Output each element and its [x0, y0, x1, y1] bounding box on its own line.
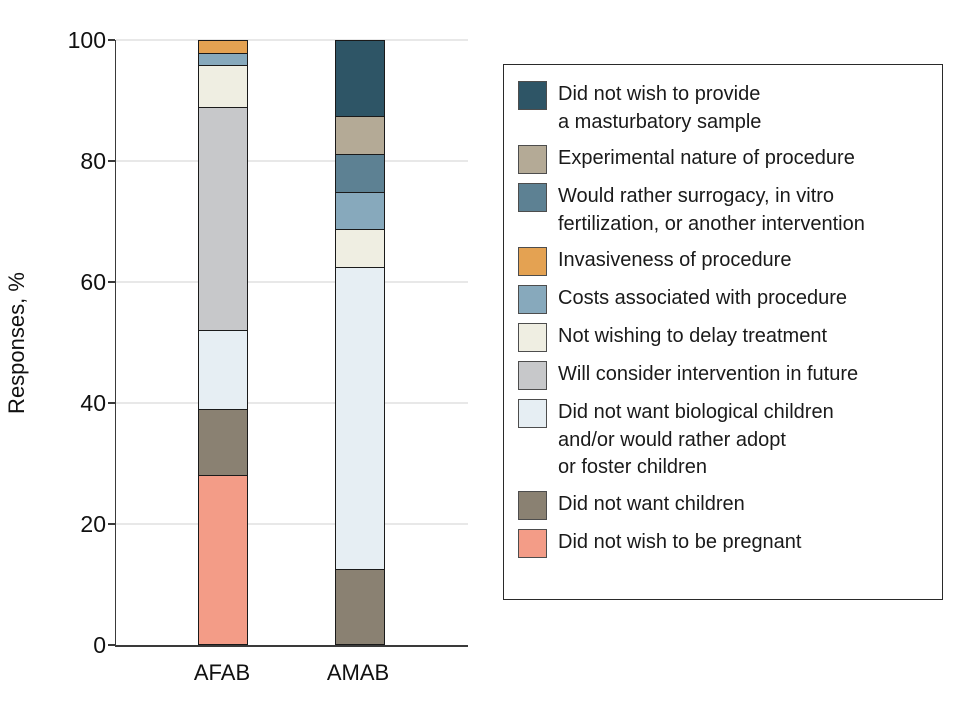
legend-swatch-8: [518, 490, 547, 520]
y-tick-label-40: 40: [80, 390, 106, 416]
legend-item-9: Did not wish to be pregnant: [518, 528, 942, 558]
bar-afab: [198, 40, 248, 645]
bar-segment-amab-4: [336, 191, 384, 230]
legend-swatch-1: [518, 145, 547, 174]
bar-segment-afab-5: [199, 65, 247, 108]
gridline-20: [116, 523, 468, 525]
bar-segment-afab-7: [199, 330, 247, 409]
legend-label-9: Did not wish to be pregnant: [558, 530, 802, 553]
bar-segment-amab-7: [336, 267, 384, 569]
x-axis-label-afab: AFAB: [193, 660, 251, 685]
legend-label-1: Experimental nature of procedure: [558, 147, 855, 169]
y-tick-0: [107, 644, 115, 646]
bar-segment-afab-6: [199, 107, 247, 331]
plot-area: [107, 39, 468, 647]
y-tick-label-20: 20: [80, 511, 106, 537]
legend-label-4: Costs associated with procedure: [558, 287, 848, 309]
legend-item-7: Did not want biological children and/or w…: [518, 399, 942, 482]
legend-swatch-3: [518, 247, 547, 276]
legend-item-4: Costs associated with procedure: [518, 285, 942, 314]
legend-label-2: Would rather surrogacy, in vitro fertiliz…: [558, 185, 865, 235]
bar-segment-amab-1: [336, 116, 384, 155]
x-axis-label-amab: AMAB: [326, 660, 390, 685]
legend-swatch-0: [518, 81, 547, 110]
y-tick-label-60: 60: [80, 269, 106, 295]
legend-item-6: Will consider intervention in future: [518, 361, 942, 390]
legend-swatch-9: [518, 528, 547, 558]
legend-label-3: Invasiveness of procedure: [558, 249, 792, 271]
bar-segment-amab-8: [336, 568, 384, 644]
legend-item-0: Did not wish to provide a masturbatory sa…: [518, 81, 942, 136]
legend-item-3: Invasiveness of procedure: [518, 247, 942, 276]
legend-label-5: Not wishing to delay treatment: [558, 325, 828, 347]
legend-swatch-6: [518, 361, 547, 390]
legend-item-8: Did not want children: [518, 490, 942, 520]
bar-segment-afab-8: [199, 408, 247, 476]
legend-label-7: Did not want biological children and/or w…: [558, 401, 834, 478]
legend-item-5: Not wishing to delay treatment: [518, 323, 942, 352]
y-tick-label-100: 100: [67, 27, 106, 53]
y-axis-tick-labels: 0 20 40 60 80 100: [0, 27, 106, 658]
y-tick-40: [107, 402, 115, 404]
gridline-40: [116, 402, 468, 404]
y-tick-100: [107, 39, 115, 41]
legend: Did not wish to provide a masturbatory sa…: [503, 64, 943, 600]
bar-segment-afab-9: [199, 475, 247, 644]
bar-segment-amab-0: [336, 41, 384, 117]
y-tick-60: [107, 281, 115, 283]
bar-segment-afab-3: [199, 41, 247, 54]
gridline-60: [116, 281, 468, 283]
legend-item-1: Experimental nature of procedure: [518, 145, 942, 174]
y-tick-label-0: 0: [93, 632, 106, 658]
gridline-100: [116, 39, 468, 41]
legend-swatch-7: [518, 399, 547, 428]
legend-item-2: Would rather surrogacy, in vitro fertiliz…: [518, 183, 942, 238]
bar-segment-afab-4: [199, 53, 247, 66]
legend-label-0: Did not wish to provide a masturbatory sa…: [558, 83, 762, 133]
legend-label-6: Will consider intervention in future: [558, 363, 859, 385]
legend-label-8: Did not want children: [558, 492, 745, 515]
y-tick-80: [107, 160, 115, 162]
legend-swatch-2: [518, 183, 547, 212]
legend-swatch-5: [518, 323, 547, 352]
legend-swatch-4: [518, 285, 547, 314]
bar-segment-amab-5: [336, 229, 384, 268]
bar-amab: [335, 40, 385, 645]
y-tick-label-80: 80: [80, 148, 106, 174]
bar-segment-amab-2: [336, 154, 384, 192]
y-tick-20: [107, 523, 115, 525]
gridline-80: [116, 160, 468, 162]
